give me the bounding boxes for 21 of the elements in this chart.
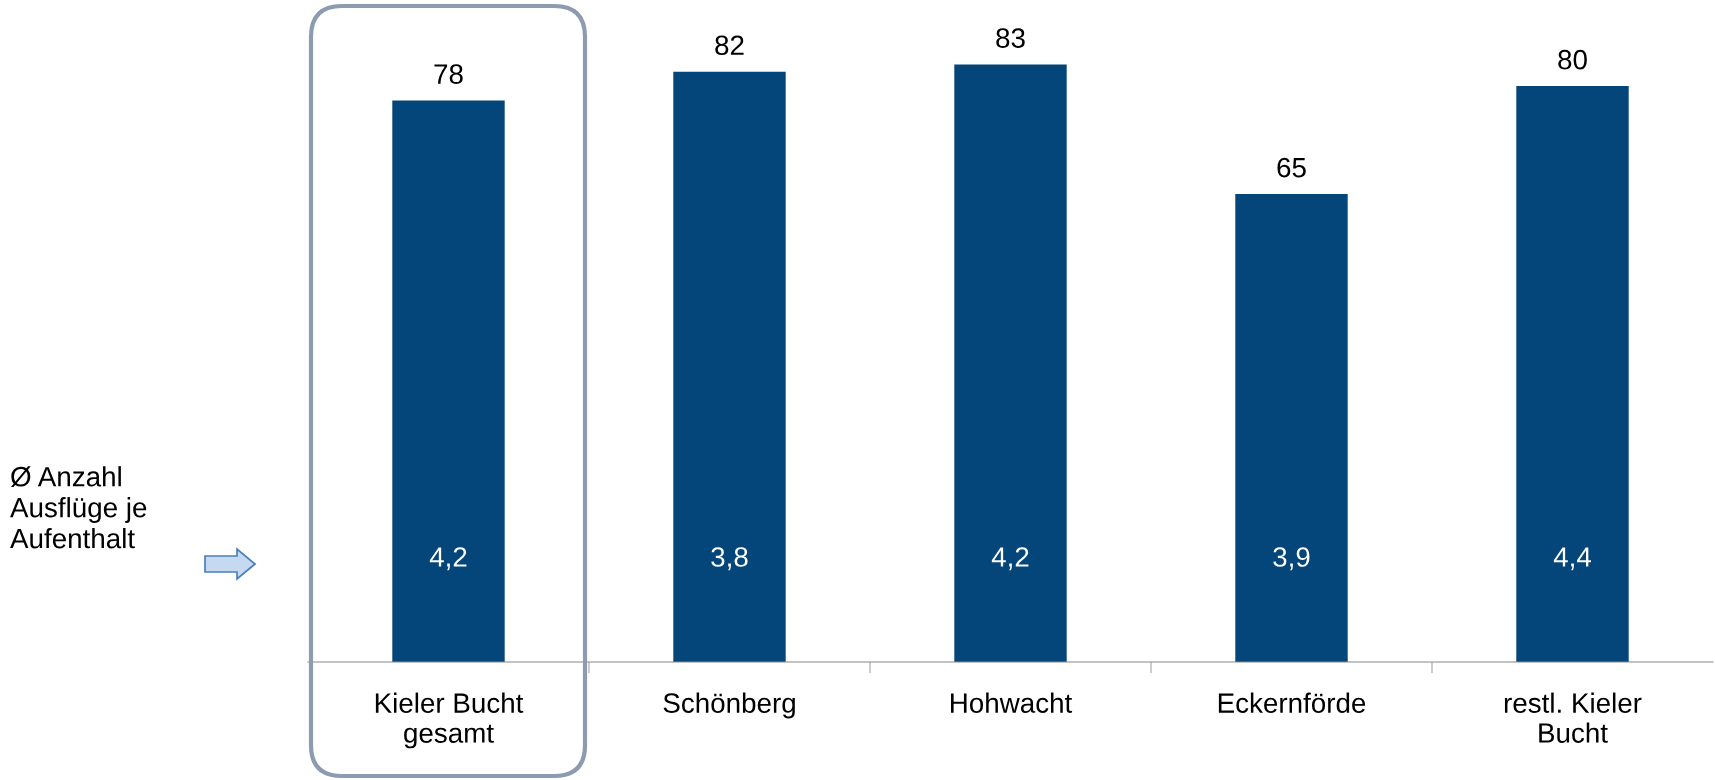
bar [392,100,505,662]
data-label: 78 [434,64,463,84]
annotation: 4,4 [1553,547,1591,571]
x-tick-label: Kieler Bucht gesamt [375,692,524,749]
data-label: 83 [996,28,1025,48]
annotation: 4,2 [991,547,1029,571]
x-tick-label: Hohwacht [951,692,1073,713]
bar [1516,86,1629,662]
x-tick-label: restl. Kieler Bucht [1504,692,1642,743]
annotation: 3,9 [1273,547,1310,571]
x-tick-label: Schönberg [663,692,795,719]
annotation: 4,2 [429,547,467,571]
data-label: 82 [715,35,744,56]
bar [954,64,1067,662]
text: Ø Anzahl Ausflüge je Aufenthalt [10,466,147,549]
bar [673,71,786,662]
data-label: 80 [1558,49,1587,70]
annotation: 3,8 [711,547,748,571]
x-tick-label: Eckernförde [1218,692,1366,713]
bar [1235,194,1348,662]
data-label: 65 [1277,157,1306,178]
